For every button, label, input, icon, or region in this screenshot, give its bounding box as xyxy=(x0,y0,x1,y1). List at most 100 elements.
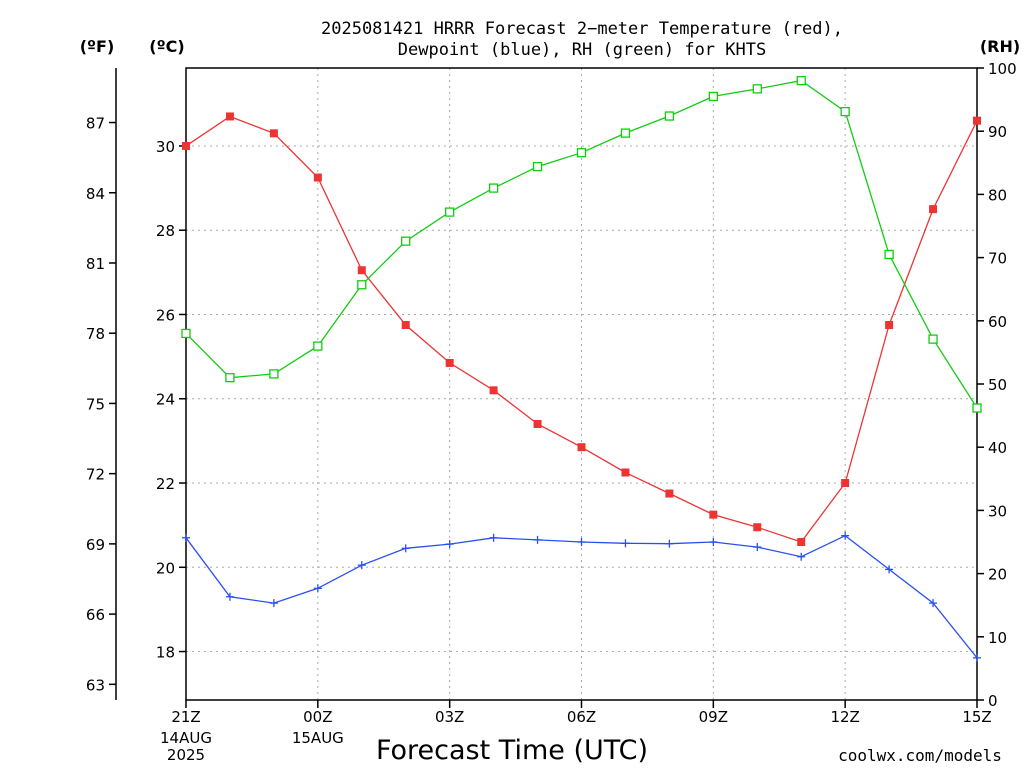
fahrenheit-tick-label: 72 xyxy=(86,466,105,484)
fahrenheit-unit-label: (ºF) xyxy=(80,37,115,56)
rh-point xyxy=(313,341,323,351)
temperature-point xyxy=(973,116,981,125)
temperature-point xyxy=(665,489,674,498)
rh-tick-label: 60 xyxy=(988,313,1007,331)
celsius-tick-label: 18 xyxy=(156,644,175,662)
temperature-point xyxy=(533,420,542,429)
temperature-point xyxy=(182,141,190,150)
rh-point xyxy=(752,84,762,94)
celsius-unit-label: (ºC) xyxy=(149,37,184,56)
rh-point xyxy=(928,334,938,344)
dewpoint-point xyxy=(182,533,190,542)
x-tick-sublabel: 14AUG xyxy=(160,729,212,747)
rh-point xyxy=(884,249,894,260)
axes xyxy=(115,67,978,701)
rh-point xyxy=(840,106,850,117)
rh-tick-label: 70 xyxy=(988,250,1007,268)
rh-tick-label: 90 xyxy=(988,123,1007,141)
temperature-line xyxy=(185,115,978,543)
dewpoint-point xyxy=(621,539,630,548)
dewpoint-point xyxy=(313,584,322,593)
rh-point xyxy=(445,207,455,217)
dewpoint-point xyxy=(577,538,586,546)
dewpoint-point xyxy=(841,531,850,540)
x-tick-label: 15Z xyxy=(962,708,991,726)
rh-point xyxy=(269,369,279,379)
x-tick-sublabel: 15AUG xyxy=(292,729,344,747)
rh-point xyxy=(401,236,411,246)
temperature-point xyxy=(225,112,234,121)
rh-point xyxy=(576,148,587,158)
x-tick-label: 12Z xyxy=(830,708,859,726)
celsius-tick-label: 24 xyxy=(156,391,175,409)
rh-tick-label: 30 xyxy=(988,502,1007,520)
temperature-point xyxy=(841,479,850,488)
rh-tick-label: 40 xyxy=(988,439,1007,457)
chart-title-line2: Dewpoint (blue), RH (green) for KHTS xyxy=(398,40,766,60)
dewpoint-point xyxy=(973,653,981,662)
rh-tick-label: 10 xyxy=(988,629,1007,647)
x-tick-label: 09Z xyxy=(699,708,728,726)
fahrenheit-tick-label: 81 xyxy=(86,255,105,273)
dewpoint-point xyxy=(665,539,674,548)
x-tick-label: 03Z xyxy=(435,708,464,726)
dewpoint-point xyxy=(445,540,454,549)
temperature-point xyxy=(401,321,410,330)
temperature-point xyxy=(313,173,322,182)
rh-point xyxy=(532,161,543,172)
celsius-tick-label: 28 xyxy=(156,222,175,240)
dewpoint-point xyxy=(225,592,234,601)
series-lines xyxy=(181,75,982,662)
fahrenheit-tick-label: 66 xyxy=(86,606,105,624)
dewpoint-point xyxy=(885,565,894,574)
temperature-point xyxy=(269,129,278,138)
rh-tick-label: 20 xyxy=(988,566,1007,584)
rh-unit-label: (RH) xyxy=(980,37,1020,56)
temperature-point xyxy=(357,266,366,275)
dewpoint-point xyxy=(357,561,366,570)
dewpoint-point xyxy=(533,535,542,544)
dewpoint-point xyxy=(797,552,806,561)
temperature-point xyxy=(577,443,586,452)
rh-point xyxy=(620,128,631,138)
x-tick-label: 06Z xyxy=(567,708,596,726)
celsius-tick-label: 22 xyxy=(156,475,175,493)
dewpoint-point xyxy=(401,544,410,553)
grid-lines xyxy=(186,68,977,700)
fahrenheit-tick-label: 78 xyxy=(86,325,105,343)
temperature-point xyxy=(929,205,938,214)
dewpoint-point xyxy=(269,599,278,608)
dewpoint-point xyxy=(489,533,498,542)
celsius-tick-label: 26 xyxy=(156,306,175,324)
rh-point xyxy=(972,403,982,413)
dewpoint-point xyxy=(753,543,762,552)
fahrenheit-tick-label: 69 xyxy=(86,536,105,554)
celsius-tick-label: 20 xyxy=(156,559,175,577)
x-tick-sublabel: 2025 xyxy=(167,746,205,764)
rh-point xyxy=(796,75,806,86)
temperature-point xyxy=(885,321,894,330)
x-tick-label: 21Z xyxy=(171,708,200,726)
temperature-point xyxy=(621,468,630,477)
temperature-point xyxy=(489,386,498,395)
dewpoint-point xyxy=(709,538,718,546)
rh-point xyxy=(181,328,191,339)
chart-title-line1: 2025081421 HRRR Forecast 2−meter Tempera… xyxy=(321,19,843,39)
rh-tick-label: 80 xyxy=(988,186,1007,204)
x-tick-label: 00Z xyxy=(303,708,332,726)
rh-point xyxy=(357,280,367,290)
temperature-point xyxy=(797,538,806,546)
rh-tick-label: 50 xyxy=(988,376,1007,394)
fahrenheit-tick-label: 87 xyxy=(86,115,105,133)
rh-tick-label: 0 xyxy=(988,692,998,710)
rh-point xyxy=(708,91,718,102)
temperature-point xyxy=(709,510,718,519)
temperature-point xyxy=(445,358,454,367)
fahrenheit-tick-label: 75 xyxy=(86,395,105,413)
rh-tick-label: 100 xyxy=(988,60,1017,78)
rh-point xyxy=(488,183,499,193)
rh-point xyxy=(225,373,235,383)
temperature-point xyxy=(753,523,762,532)
fahrenheit-tick-label: 63 xyxy=(86,676,105,694)
